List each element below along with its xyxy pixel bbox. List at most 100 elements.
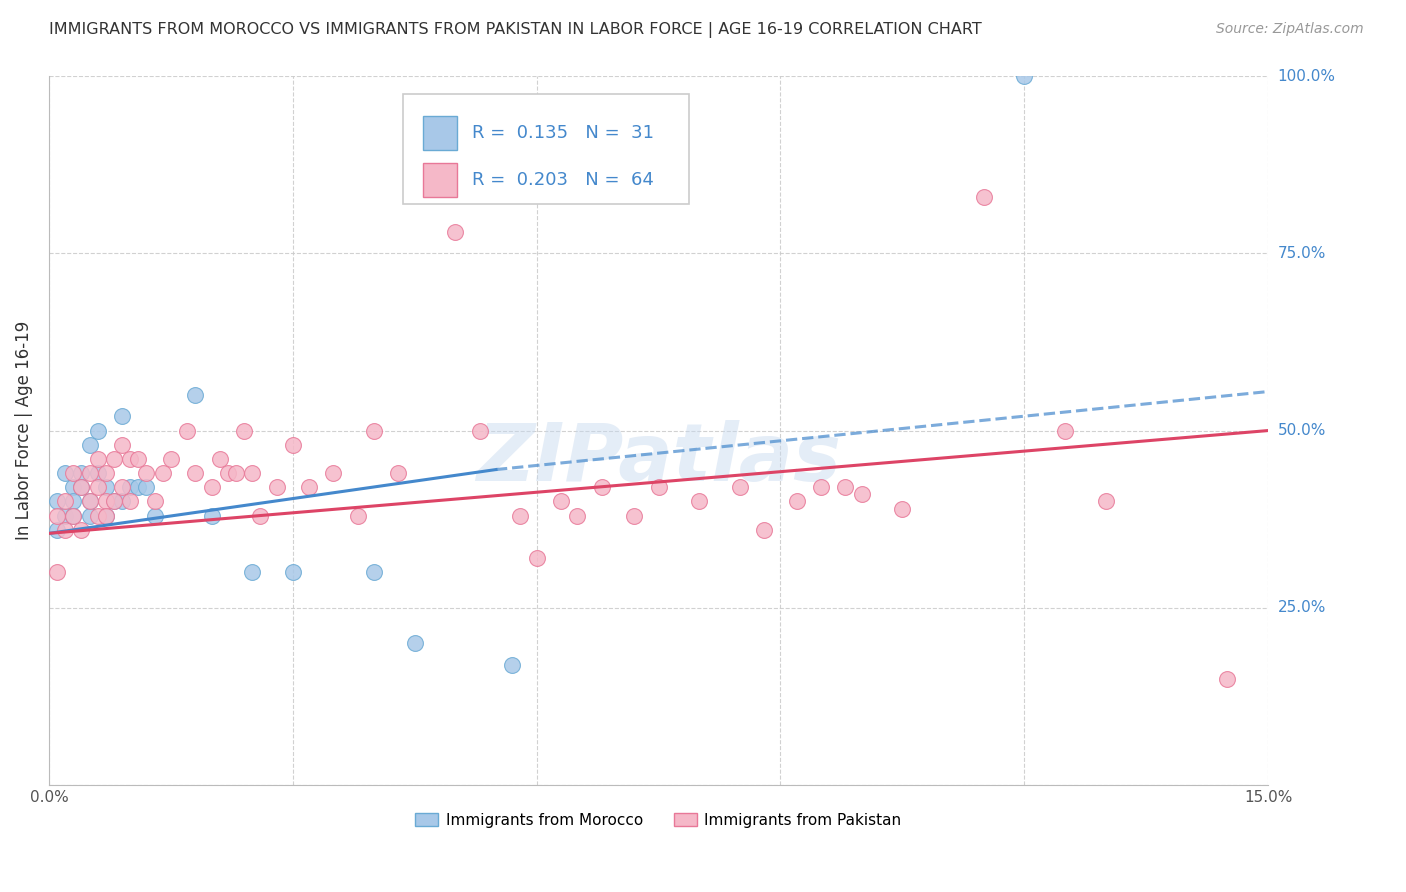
Point <box>103 494 125 508</box>
Point <box>208 451 231 466</box>
FancyBboxPatch shape <box>402 94 689 203</box>
Point <box>387 466 409 480</box>
Point <box>70 480 93 494</box>
Point <box>526 551 548 566</box>
Point <box>834 480 856 494</box>
Point <box>62 508 84 523</box>
Point <box>1094 494 1116 508</box>
Point <box>160 451 183 466</box>
Point <box>70 480 93 494</box>
Point <box>501 657 523 672</box>
Point <box>62 466 84 480</box>
Point <box>233 424 256 438</box>
Point <box>298 480 321 494</box>
Point <box>87 451 110 466</box>
Point <box>79 508 101 523</box>
Point <box>281 438 304 452</box>
FancyBboxPatch shape <box>423 116 457 150</box>
Point <box>79 438 101 452</box>
Point <box>346 508 368 523</box>
Point <box>176 424 198 438</box>
Point <box>135 466 157 480</box>
Point <box>46 508 69 523</box>
Point <box>111 480 134 494</box>
Text: R =  0.203   N =  64: R = 0.203 N = 64 <box>472 170 654 188</box>
Text: 100.0%: 100.0% <box>1278 69 1336 84</box>
Point <box>444 225 467 239</box>
Point <box>111 438 134 452</box>
Point <box>46 523 69 537</box>
Point <box>217 466 239 480</box>
Point <box>62 508 84 523</box>
Point <box>79 466 101 480</box>
Point <box>1012 69 1035 83</box>
Point <box>79 494 101 508</box>
Point <box>786 494 808 508</box>
Point <box>94 466 117 480</box>
Point <box>404 636 426 650</box>
Point <box>266 480 288 494</box>
Point <box>135 480 157 494</box>
Point <box>111 494 134 508</box>
Point <box>728 480 751 494</box>
Point <box>591 480 613 494</box>
Point <box>94 508 117 523</box>
Point <box>509 508 531 523</box>
Text: 75.0%: 75.0% <box>1278 246 1326 260</box>
Text: ZIPatlas: ZIPatlas <box>477 420 841 498</box>
Point <box>200 480 222 494</box>
Point <box>103 494 125 508</box>
Point <box>103 451 125 466</box>
Point <box>851 487 873 501</box>
Point <box>322 466 344 480</box>
Point <box>891 501 914 516</box>
Point <box>79 494 101 508</box>
Point <box>70 466 93 480</box>
Y-axis label: In Labor Force | Age 16-19: In Labor Force | Age 16-19 <box>15 321 32 541</box>
Point <box>46 494 69 508</box>
Point <box>87 424 110 438</box>
Point <box>94 480 117 494</box>
Point <box>46 566 69 580</box>
Point <box>240 466 263 480</box>
Point <box>363 424 385 438</box>
Text: R =  0.135   N =  31: R = 0.135 N = 31 <box>472 124 654 143</box>
Text: 50.0%: 50.0% <box>1278 423 1326 438</box>
Point <box>94 508 117 523</box>
Point <box>87 480 110 494</box>
Point <box>152 466 174 480</box>
Point <box>53 508 76 523</box>
Point <box>567 508 589 523</box>
Point <box>120 451 142 466</box>
Point <box>120 480 142 494</box>
Point <box>111 409 134 424</box>
Point <box>468 424 491 438</box>
Point <box>62 480 84 494</box>
Point <box>53 466 76 480</box>
Point <box>240 566 263 580</box>
Point <box>225 466 247 480</box>
Text: IMMIGRANTS FROM MOROCCO VS IMMIGRANTS FROM PAKISTAN IN LABOR FORCE | AGE 16-19 C: IMMIGRANTS FROM MOROCCO VS IMMIGRANTS FR… <box>49 22 981 38</box>
Point <box>688 494 710 508</box>
Text: 25.0%: 25.0% <box>1278 600 1326 615</box>
Point <box>70 523 93 537</box>
Text: Source: ZipAtlas.com: Source: ZipAtlas.com <box>1216 22 1364 37</box>
Point <box>62 494 84 508</box>
Point <box>550 494 572 508</box>
Legend: Immigrants from Morocco, Immigrants from Pakistan: Immigrants from Morocco, Immigrants from… <box>409 807 908 834</box>
Point <box>1053 424 1076 438</box>
Point <box>281 566 304 580</box>
Point <box>249 508 271 523</box>
Point <box>53 523 76 537</box>
Point <box>120 494 142 508</box>
Point <box>973 189 995 203</box>
Point <box>200 508 222 523</box>
Point <box>143 508 166 523</box>
Point <box>87 466 110 480</box>
Point <box>127 480 149 494</box>
Point <box>810 480 832 494</box>
Point <box>53 494 76 508</box>
FancyBboxPatch shape <box>423 162 457 196</box>
Point <box>94 494 117 508</box>
Point <box>184 388 207 402</box>
